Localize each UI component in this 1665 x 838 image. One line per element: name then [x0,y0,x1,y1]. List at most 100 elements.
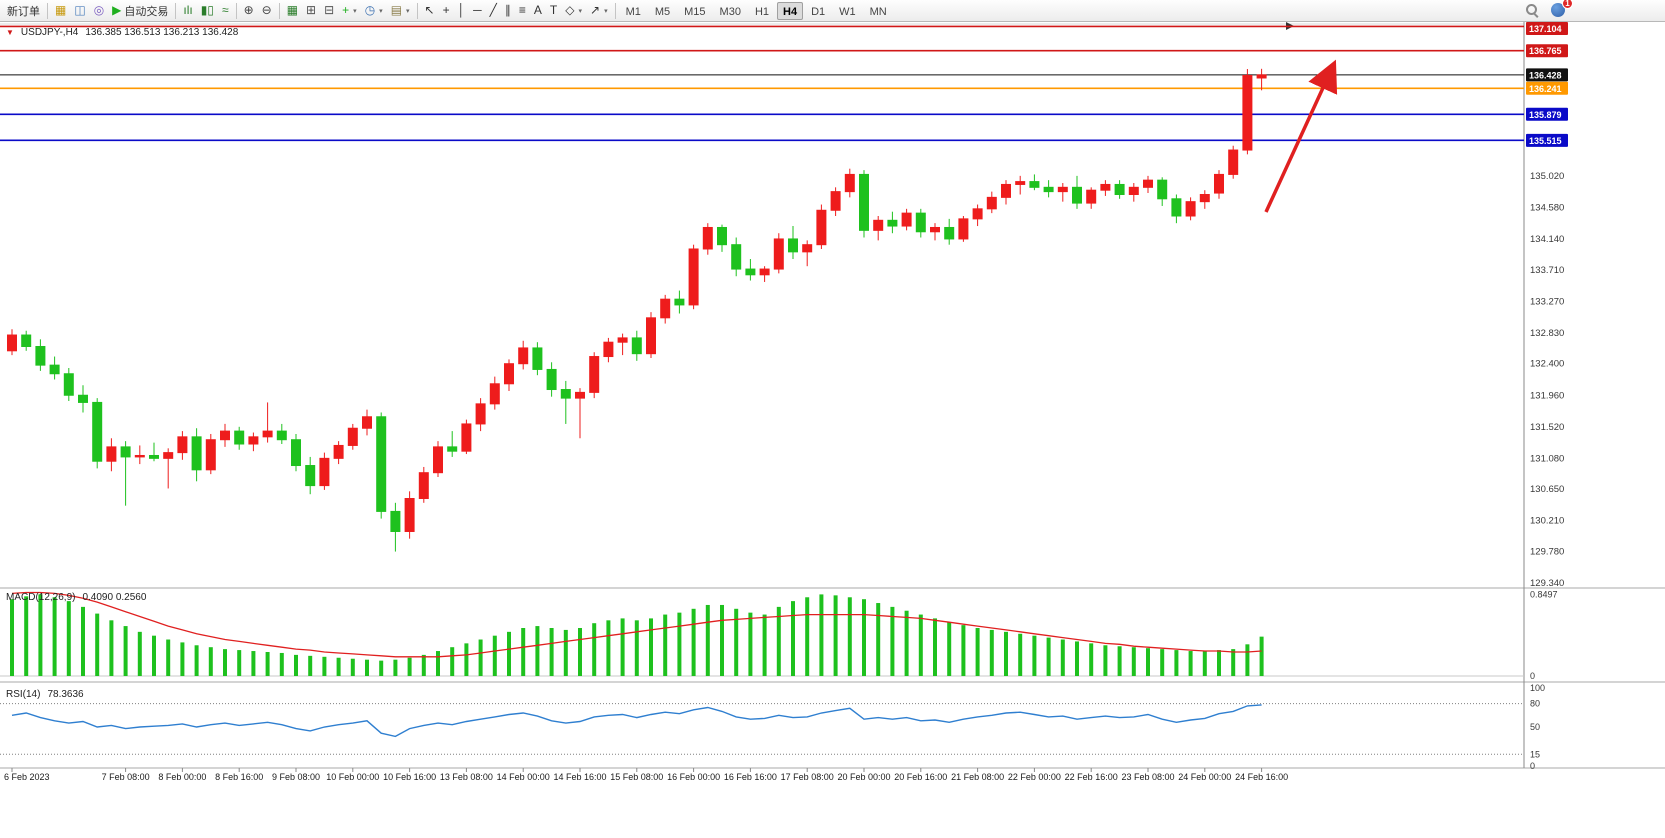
candle-body [7,334,17,352]
macd-histogram-bar [478,639,483,676]
timeframe-d1-button[interactable]: D1 [811,5,826,18]
candle-body [546,368,557,391]
macd-histogram-bar [933,618,937,676]
templates-button[interactable]: ▤ ▾ [387,1,414,20]
macd-name: MACD(12,26,9) [6,592,76,603]
vertical-line-button[interactable]: │ [454,1,470,20]
channel-button[interactable]: ∥ [501,1,515,20]
resistance-line-136765-price-tag [1526,44,1568,58]
candle-body [1001,183,1011,198]
macd-histogram-bar [450,647,455,676]
arrows-button[interactable]: ↗ ▾ [586,1,612,20]
toolbar-separator [416,2,418,19]
macd-histogram-bar [862,599,866,676]
indicators-button[interactable]: + ▾ [338,1,361,20]
market-watch-button[interactable]: ◎ [90,1,108,20]
timeframe-m1-button[interactable]: M1 [625,5,641,18]
trend-arrow-annotation[interactable] [1264,59,1338,213]
macd-histogram-bar [507,631,511,676]
macd-histogram-bar [762,614,767,676]
timeframe-m15-button[interactable]: M15 [684,5,706,18]
timeframe-m30-button[interactable]: M30 [719,5,741,18]
label-button[interactable]: T [546,1,561,20]
crosshair-button[interactable]: + [439,1,454,20]
fibonacci-button[interactable]: ≡ [515,1,530,20]
candle-body [688,248,699,306]
main-toolbar: 新订单 ▦ ◫ ◎ ▶ 自动交易 ılı ▮▯ ≈ ⊕ ⊖ ▦ ⊞ ⊟ + ▾ ◷ ▾ ▤ ▾ ↖ + │ ─ ╱ ∥ ≡ A T ◇ ▾ ↗… [0,0,1665,22]
candle-body [887,219,898,227]
macd-histogram-bar [833,595,838,676]
time-axis-label: 22 Feb 00:00 [1008,772,1061,782]
macd-histogram-bar [1202,651,1207,676]
arrange-windows-button[interactable]: ⊟ [320,1,338,20]
candle-body [603,341,614,358]
time-axis-label: 6 Feb 2023 [4,772,50,782]
candles-layer [7,68,1267,552]
candle-body [504,363,514,385]
macd-histogram-bar [407,657,412,676]
trendline-button[interactable]: ╱ [486,1,501,20]
candle-body [788,238,798,253]
candle-body [92,401,103,462]
ohlc-values: 136.385 136.513 136.213 136.428 [85,27,239,38]
candle-body [305,465,316,487]
candle-body [873,219,884,231]
bar-chart-button[interactable]: ılı [179,1,196,20]
candlestick-chart-button[interactable]: ▮▯ [197,1,218,20]
timeframe-m5-button[interactable]: M5 [654,5,671,18]
macd-histogram-bar [279,652,284,676]
macd-indicator-label: MACD(12,26,9) 0.4090 0.2560 [6,592,146,603]
chart-window[interactable]: 135.020 134.580 134.140 133.710 133.270 132.8… [0,22,1665,838]
candle-body [120,446,131,458]
cursor-icon: ↖ [424,3,435,17]
candle-body [191,436,202,471]
macd-histogram-bar [180,642,185,676]
template-icon: ▤ [390,3,403,17]
candle-body [589,356,600,393]
time-axis-label: 20 Feb 00:00 [837,772,890,782]
macd-histogram-bar [1174,650,1179,676]
candle-body [532,347,543,370]
candle-body [63,373,74,396]
zoom-out-button[interactable]: ⊖ [258,1,276,20]
rsi-current-value: 78.3636 [47,689,84,700]
line-chart-button[interactable]: ≈ [218,1,233,20]
candle-body [347,427,358,446]
candle-body [1015,181,1026,185]
macd-histogram-bar [563,629,568,676]
candle-body [617,337,628,343]
cursor-button[interactable]: ↖ [421,1,439,20]
timeframe-w1-button[interactable]: W1 [839,5,856,18]
notifications-button[interactable]: 1 [1551,0,1573,18]
shapes-button[interactable]: ◇ ▾ [561,1,586,20]
timeframe-mn-button[interactable]: MN [869,5,887,18]
timeframe-h1-button[interactable]: H1 [754,5,770,18]
timeframe-h4-button[interactable]: H4 [777,1,804,20]
price-chart-canvas[interactable]: 135.020 134.580 134.140 133.710 133.270 132.8… [0,22,1665,838]
profiles-button[interactable]: ◫ [70,1,89,20]
search-icon[interactable] [1526,4,1539,17]
macd-histogram-bar [606,620,611,676]
support-line-135879-price-tag [1526,107,1568,121]
periods-button[interactable]: ◷ ▾ [361,1,387,20]
macd-histogram-bar [109,620,114,676]
macd-histogram-bar [223,649,227,676]
candle-body [745,268,756,276]
candle-body [21,334,32,347]
horizontal-line-button[interactable]: ─ [469,1,486,20]
auto-trading-button[interactable]: ▶ 自动交易 [108,1,172,20]
candle-body [205,439,216,471]
zoom-in-button[interactable]: ⊕ [240,1,258,20]
candle-body [930,226,940,233]
time-axis-label: 13 Feb 08:00 [440,772,493,782]
macd-histogram-bar [81,606,85,676]
charts-grid-button[interactable]: ▦ [51,1,70,20]
macd-histogram-bar [1004,631,1008,676]
new-order-button[interactable]: 新订单 [3,1,44,20]
tile-windows-button[interactable]: ▦ [283,1,302,20]
macd-histogram-bar [904,610,909,676]
macd-histogram-bar [38,594,43,676]
cascade-windows-button[interactable]: ⊞ [302,1,320,20]
text-button[interactable]: A [530,1,546,20]
macd-histogram-bar [521,628,526,676]
